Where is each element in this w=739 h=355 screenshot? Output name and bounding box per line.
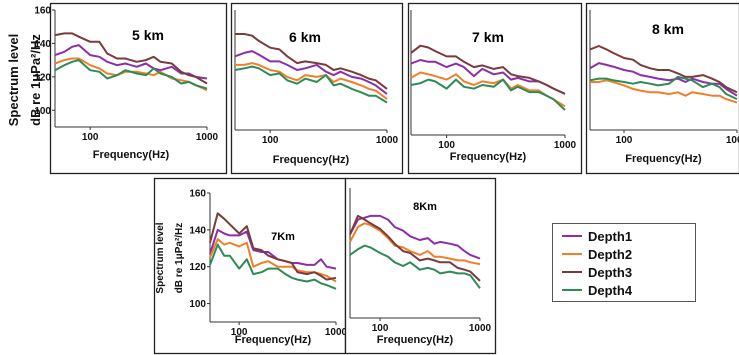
series-line-depth1 — [234, 50, 388, 95]
y-tick-label: 100 — [189, 299, 206, 310]
x-tick-label: 1000 — [554, 140, 577, 151]
legend-label-depth2: Depth2 — [588, 247, 632, 262]
x-tick-label: 1000 — [325, 327, 348, 338]
y-axis-label: Spectrum level — [155, 222, 166, 293]
y-tick-label: 160 — [189, 189, 206, 200]
y-tick-label: 160 — [34, 6, 51, 17]
x-tick-label: 1000 — [469, 323, 492, 334]
panel-2: 100 1000 Frequency(Hz) 6 km — [230, 2, 404, 175]
x-tick-label: 100 — [231, 327, 248, 338]
y-tick-label: 120 — [189, 262, 206, 273]
panel-5: 100 1000 100 120 140 160 Frequency(Hz) Spectrum… — [153, 177, 348, 355]
panel-title: 8Km — [413, 201, 437, 213]
panel-title: 6 km — [289, 29, 321, 45]
series-line-depth3 — [54, 32, 208, 85]
panel-frame — [585, 2, 739, 175]
panel-frame — [230, 2, 404, 175]
series-line-depth2 — [590, 79, 738, 104]
series-line-depth3 — [209, 212, 337, 281]
legend-label-depth4: Depth4 — [588, 283, 633, 298]
x-axis-label: Frequency(Hz) — [625, 153, 702, 165]
x-axis-label: Frequency(Hz) — [450, 151, 527, 163]
legend: Depth1 Depth2 Depth3 Depth4 — [552, 223, 696, 302]
series-line-depth3 — [410, 44, 566, 95]
series-line-depth2 — [410, 71, 566, 108]
y-tick-label: 140 — [34, 39, 51, 50]
series-line-depth4 — [54, 59, 208, 90]
series-line-depth2 — [349, 222, 481, 266]
x-tick-label: 100 — [372, 323, 389, 334]
x-axis-label: Frequency(Hz) — [235, 334, 312, 346]
legend-label-depth3: Depth3 — [588, 265, 632, 280]
legend-label-depth1: Depth1 — [588, 229, 632, 244]
series-line-depth1 — [349, 214, 481, 260]
series-line-depth1 — [54, 44, 208, 80]
panel-title: 8 km — [652, 21, 684, 37]
series-line-depth4 — [209, 243, 337, 290]
panel-title: 7Km — [271, 231, 295, 243]
panel-4: 100 1000 Frequency(Hz) 8 km — [585, 2, 739, 175]
x-tick-label: 100 — [616, 135, 633, 146]
y-tick-label: 100 — [34, 106, 51, 117]
x-axis-label: Frequency(Hz) — [273, 154, 350, 166]
y-axis-label: dB re 1μPa²/Hz — [28, 34, 43, 126]
y-tick-label: 140 — [189, 225, 206, 236]
panel-title: 7 km — [472, 29, 504, 45]
series-line-depth4 — [589, 75, 738, 101]
series-line-depth4 — [234, 65, 388, 104]
y-axis-label: Spectrum level — [6, 34, 21, 127]
x-axis-label: Frequency(Hz) — [377, 334, 454, 346]
x-tick-label: 1000 — [376, 135, 399, 146]
panel-1: 100 1000 100 120 140 160 Frequency(Hz) Spectrum… — [6, 2, 228, 175]
panel-6: 100 1000 Frequency(Hz) 8Km — [344, 177, 497, 355]
x-tick-label: 1000 — [196, 132, 219, 143]
series-line-depth2 — [235, 62, 388, 100]
x-tick-label: 100 — [82, 132, 99, 143]
x-tick-label: 1000 — [726, 135, 739, 146]
panel-3: 100 1000 Frequency(Hz) 7 km — [407, 2, 583, 175]
x-axis-label: Frequency(Hz) — [93, 149, 170, 161]
series-line-depth4 — [410, 78, 566, 111]
series-line-depth3 — [589, 45, 738, 94]
panel-frame — [49, 2, 228, 175]
y-axis-label: dB re 1μPa²/Hz — [174, 223, 185, 294]
panel-title: 5 km — [132, 27, 164, 43]
series-line-depth4 — [349, 244, 481, 289]
series-line-depth1 — [209, 228, 337, 270]
panel-frame — [344, 177, 497, 355]
x-tick-label: 100 — [262, 135, 279, 146]
series-line-depth3 — [235, 33, 388, 90]
y-tick-label: 120 — [34, 72, 51, 83]
x-tick-label: 100 — [438, 140, 455, 151]
series-line-depth3 — [349, 214, 481, 282]
